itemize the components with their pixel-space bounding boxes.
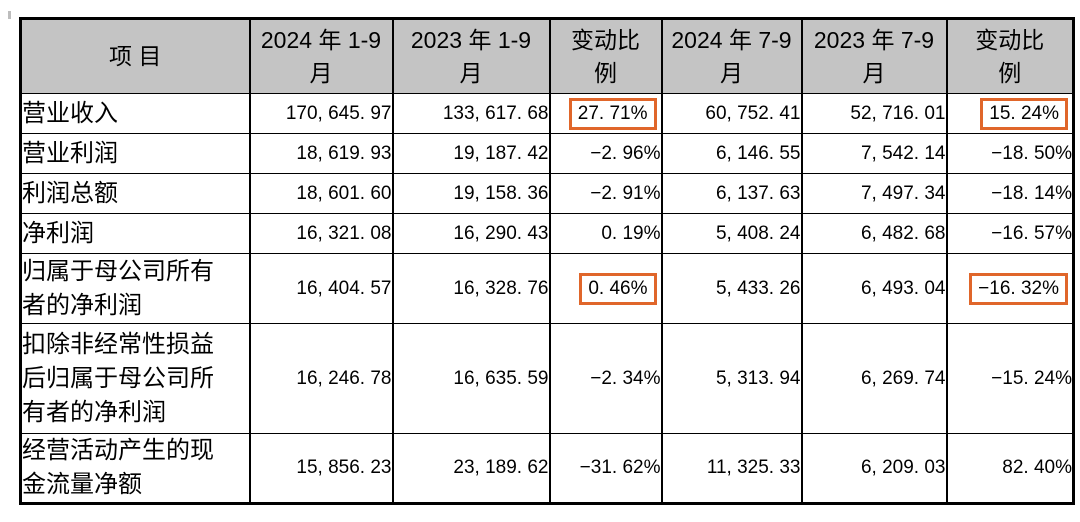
table-header-row: 项 目 2024 年 1-9 月 2023 年 1-9 月 变动比 例 2024… (19, 18, 1075, 94)
cell-value: 82. 40% (945, 433, 1075, 504)
cell-value: −2. 34% (548, 323, 663, 434)
table-row: 营业利润 18, 619. 93 19, 187. 42 −2. 96% 6, … (19, 133, 1075, 174)
cell-value: 133, 617. 68 (391, 93, 551, 134)
table-row: 利润总额 18, 601. 60 19, 158. 36 −2. 91% 6, … (19, 173, 1075, 214)
header-cell-item: 项 目 (19, 18, 251, 94)
cell-value: 16, 290. 43 (391, 213, 551, 254)
cell-value: −16. 32% (945, 253, 1075, 324)
cell-value: −2. 96% (548, 133, 663, 174)
highlight-box: 0. 46% (579, 272, 657, 305)
table-row: 归属于母公司所有 者的净利润 16, 404. 57 16, 328. 76 0… (19, 253, 1075, 324)
table-row: 净利润 16, 321. 08 16, 290. 43 0. 19% 5, 40… (19, 213, 1075, 254)
cell-value: −16. 57% (945, 213, 1075, 254)
cell-value: 0. 46% (548, 253, 663, 324)
header-cell-2024-7-9: 2024 年 7-9 月 (660, 18, 803, 94)
cell-value: 16, 246. 78 (248, 323, 394, 434)
cell-value: −2. 91% (548, 173, 663, 214)
cell-value: 7, 497. 34 (800, 173, 948, 214)
cell-value: 19, 187. 42 (391, 133, 551, 174)
cell-value: 5, 433. 26 (660, 253, 803, 324)
cell-value: 6, 137. 63 (660, 173, 803, 214)
row-label: 利润总额 (19, 173, 251, 214)
cell-value: 18, 619. 93 (248, 133, 394, 174)
cell-value: 6, 146. 55 (660, 133, 803, 174)
highlight-box: −16. 32% (969, 272, 1068, 305)
cell-value: 60, 752. 41 (660, 93, 803, 134)
cell-value: 18, 601. 60 (248, 173, 394, 214)
cell-value: 5, 313. 94 (660, 323, 803, 434)
header-cell-2023-7-9: 2023 年 7-9 月 (800, 18, 948, 94)
cell-value: −15. 24% (945, 323, 1075, 434)
header-cell-2024-1-9: 2024 年 1-9 月 (248, 18, 394, 94)
row-label: 经营活动产生的现 金流量净额 (19, 433, 251, 504)
cell-value: −18. 14% (945, 173, 1075, 214)
cell-value: 16, 404. 57 (248, 253, 394, 324)
row-label: 营业收入 (19, 93, 251, 134)
highlight-box: 27. 71% (568, 97, 657, 130)
cell-value: 16, 328. 76 (391, 253, 551, 324)
cell-value: 15. 24% (945, 93, 1075, 134)
cell-value: 15, 856. 23 (248, 433, 394, 504)
header-cell-change-ratio-1: 变动比 例 (548, 18, 663, 94)
cell-value: 27. 71% (548, 93, 663, 134)
row-label: 净利润 (19, 213, 251, 254)
cell-value: 6, 269. 74 (800, 323, 948, 434)
cell-value: −31. 62% (548, 433, 663, 504)
cell-value: 5, 408. 24 (660, 213, 803, 254)
row-label: 扣除非经常性损益 后归属于母公司所 有者的净利润 (19, 323, 251, 434)
highlight-box: 15. 24% (980, 97, 1068, 130)
cell-value: 6, 482. 68 (800, 213, 948, 254)
table-row: 营业收入 170, 645. 97 133, 617. 68 27. 71% 6… (19, 93, 1075, 134)
cell-value: 16, 635. 59 (391, 323, 551, 434)
cell-value: 23, 189. 62 (391, 433, 551, 504)
table-row: 经营活动产生的现 金流量净额 15, 856. 23 23, 189. 62 −… (19, 433, 1075, 504)
scan-artifact (8, 11, 11, 19)
cell-value: 11, 325. 33 (660, 433, 803, 504)
cell-value: 6, 209. 03 (800, 433, 948, 504)
cell-value: 19, 158. 36 (391, 173, 551, 214)
header-cell-2023-1-9: 2023 年 1-9 月 (391, 18, 551, 94)
cell-value: 6, 493. 04 (800, 253, 948, 324)
table-row: 扣除非经常性损益 后归属于母公司所 有者的净利润 16, 246. 78 16,… (19, 323, 1075, 434)
cell-value: 170, 645. 97 (248, 93, 394, 134)
row-label: 归属于母公司所有 者的净利润 (19, 253, 251, 324)
header-cell-change-ratio-2: 变动比 例 (945, 18, 1075, 94)
cell-value: −18. 50% (945, 133, 1075, 174)
cell-value: 0. 19% (548, 213, 663, 254)
cell-value: 7, 542. 14 (800, 133, 948, 174)
cell-value: 52, 716. 01 (800, 93, 948, 134)
row-label: 营业利润 (19, 133, 251, 174)
financial-results-table: 项 目 2024 年 1-9 月 2023 年 1-9 月 变动比 例 2024… (19, 17, 1075, 505)
cell-value: 16, 321. 08 (248, 213, 394, 254)
